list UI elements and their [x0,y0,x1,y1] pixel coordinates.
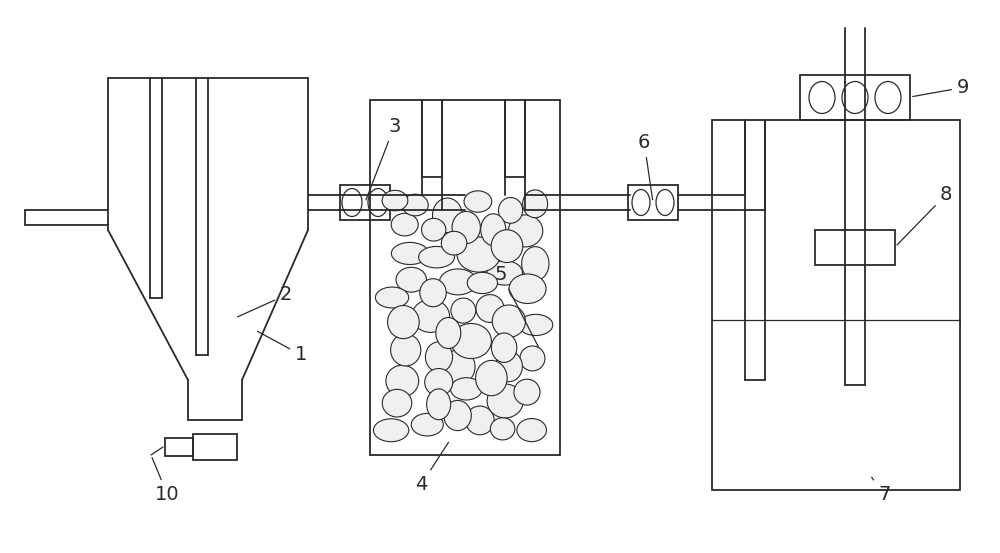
Ellipse shape [519,314,553,336]
Ellipse shape [425,368,453,396]
Bar [370,100,560,455]
Ellipse shape [509,274,546,304]
Ellipse shape [391,242,429,264]
Ellipse shape [444,400,471,431]
Ellipse shape [466,406,494,435]
Ellipse shape [451,324,491,358]
Bar [340,185,390,220]
Ellipse shape [492,305,525,337]
Ellipse shape [508,215,543,247]
Ellipse shape [439,269,477,295]
Ellipse shape [420,279,446,307]
Ellipse shape [427,389,451,420]
Bar [800,75,910,120]
Ellipse shape [375,287,409,308]
Ellipse shape [391,334,421,366]
Bar [712,120,960,490]
Ellipse shape [487,260,522,285]
Text: 6: 6 [638,133,653,200]
Ellipse shape [875,81,901,113]
Ellipse shape [451,298,476,323]
Bar [165,438,193,456]
Bar [815,230,895,265]
Ellipse shape [495,351,522,382]
Ellipse shape [443,349,475,384]
Ellipse shape [368,189,388,217]
Ellipse shape [522,247,549,280]
Text: 1: 1 [257,331,307,364]
Text: 9: 9 [913,78,969,97]
Ellipse shape [481,214,506,246]
Ellipse shape [382,389,412,417]
Ellipse shape [514,379,540,405]
Text: 8: 8 [897,185,952,245]
Ellipse shape [632,190,650,216]
Ellipse shape [809,81,835,113]
Ellipse shape [498,197,523,223]
Ellipse shape [464,191,492,212]
Ellipse shape [520,346,545,371]
Bar [193,434,237,460]
Text: 10: 10 [152,457,180,504]
Ellipse shape [656,190,674,216]
Ellipse shape [842,81,868,113]
Ellipse shape [491,229,523,263]
Ellipse shape [450,378,482,400]
Ellipse shape [342,189,362,217]
Ellipse shape [487,384,523,418]
Ellipse shape [388,305,419,338]
Ellipse shape [523,190,548,218]
Ellipse shape [517,419,546,442]
Ellipse shape [386,365,419,397]
Text: 2: 2 [238,285,292,317]
Ellipse shape [373,419,409,442]
Ellipse shape [491,333,517,362]
Text: 4: 4 [415,442,448,494]
Ellipse shape [476,361,507,396]
Text: 3: 3 [366,117,400,200]
Text: 7: 7 [872,477,890,504]
Ellipse shape [436,317,461,348]
Ellipse shape [467,272,497,294]
Ellipse shape [457,237,500,272]
Ellipse shape [411,414,443,436]
Ellipse shape [391,213,418,236]
Ellipse shape [402,194,428,216]
Ellipse shape [432,198,462,233]
Text: 5: 5 [495,265,539,347]
Ellipse shape [452,211,480,244]
Ellipse shape [382,190,408,211]
Ellipse shape [476,295,504,322]
Ellipse shape [419,247,454,268]
Ellipse shape [490,418,515,440]
Ellipse shape [412,300,450,332]
Ellipse shape [396,267,427,292]
Ellipse shape [425,342,453,372]
Ellipse shape [422,218,446,241]
Ellipse shape [441,231,467,255]
Bar [628,185,678,220]
